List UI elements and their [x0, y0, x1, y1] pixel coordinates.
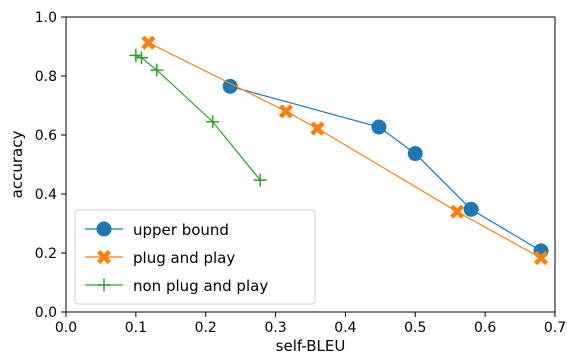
plot-frame — [65, 16, 556, 313]
x-tick-label: 0.6 — [474, 320, 496, 336]
series-upper-bound — [222, 78, 549, 259]
legend: upper bound plug and play non plug and pla… — [74, 209, 316, 305]
x-tick-label: 0.0 — [55, 320, 77, 336]
y-tick-label: 0.4 — [35, 187, 57, 203]
x-tick-label: 0.7 — [544, 320, 566, 336]
data-point — [533, 250, 549, 266]
data-point — [253, 173, 267, 187]
legend-label: non plug and play — [133, 277, 268, 295]
y-tick-label: 0.0 — [35, 305, 57, 321]
y-axis-label: accuracy — [8, 131, 26, 199]
legend-label: upper bound — [133, 221, 229, 239]
y-tick-label: 1.0 — [35, 10, 57, 26]
legend-marker — [97, 278, 111, 292]
x-tick-label: 0.5 — [404, 320, 426, 336]
data-point — [463, 201, 479, 217]
legend-box — [74, 209, 316, 305]
x-tick-label: 0.2 — [195, 320, 217, 336]
data-point — [371, 119, 387, 135]
series-plug-and-play — [141, 35, 549, 266]
data-point — [150, 63, 164, 77]
x-tick-label: 0.3 — [264, 320, 286, 336]
data-point — [134, 51, 148, 65]
legend-marker — [96, 221, 112, 237]
series-line — [135, 54, 261, 181]
legend-entry: plug and play — [85, 249, 235, 267]
data-point — [310, 121, 325, 136]
x-tick-label: 0.1 — [125, 320, 147, 336]
data-point — [278, 104, 294, 119]
y-tick-label: 0.8 — [35, 69, 57, 85]
y-tick-label: 0.6 — [35, 128, 57, 144]
legend-entry: upper bound — [85, 221, 229, 239]
legend-label: plug and play — [133, 249, 235, 267]
data-point — [450, 204, 465, 219]
series-non-plug-and-play — [129, 48, 267, 187]
y-tick-label: 0.2 — [35, 246, 57, 262]
data-point — [407, 146, 423, 162]
plot-layer — [129, 35, 549, 266]
legend-marker — [96, 249, 112, 265]
legend-entry: non plug and play — [85, 277, 268, 295]
axis-layer: 0.0 0.1 0.2 0.3 0.4 0.5 0.6 0.7 0.0 0.2 0.4 0.6 0.8 1… — [8, 10, 566, 355]
x-axis-label: self-BLEU — [276, 337, 346, 354]
data-point — [206, 115, 220, 129]
x-tick-label: 0.4 — [334, 320, 356, 336]
data-point — [129, 48, 143, 62]
data-point — [141, 35, 156, 50]
